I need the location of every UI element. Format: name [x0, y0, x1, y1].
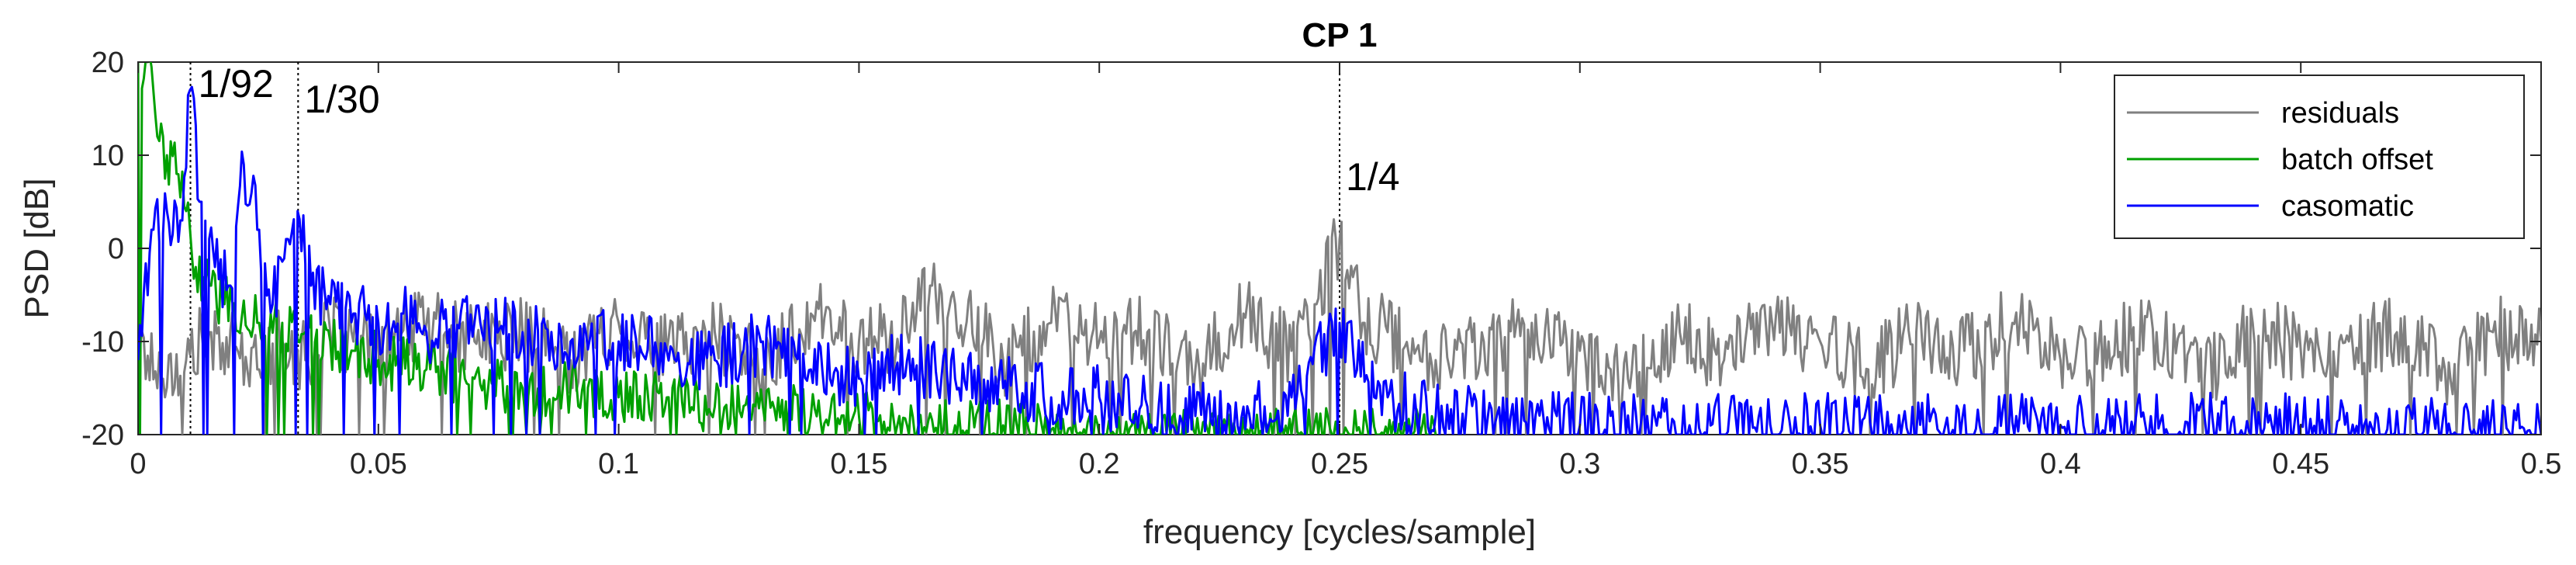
x-tick-label: 0.1 — [598, 448, 639, 480]
series-line-casomatic — [138, 85, 2541, 435]
legend-label-batch-offset: batch offset — [2281, 144, 2433, 176]
x-tick-label: 0.45 — [2272, 448, 2329, 480]
y-tick-label: 0 — [108, 233, 124, 265]
legend-label-casomatic: casomatic — [2281, 190, 2414, 223]
annotation-label-2: 1/4 — [1346, 155, 1400, 199]
annotation-label-0: 1/92 — [199, 62, 274, 106]
x-tick-label: 0 — [130, 448, 146, 480]
y-axis-label: PSD [dB] — [18, 179, 56, 319]
x-tick-label: 0.3 — [1559, 448, 1600, 480]
chart-title: CP 1 — [1302, 16, 1377, 54]
x-tick-label: 0.05 — [350, 448, 407, 480]
x-tick-label: 0.25 — [1311, 448, 1368, 480]
y-tick-label: 20 — [92, 47, 124, 79]
annotation-label-1: 1/30 — [304, 78, 379, 121]
legend: residuals batch offset casomatic — [2114, 75, 2525, 239]
x-tick-label: 0.35 — [1792, 448, 1849, 480]
legend-label-residuals: residuals — [2281, 97, 2399, 130]
y-tick-label: -10 — [81, 326, 124, 359]
legend-box — [2114, 75, 2525, 239]
x-tick-label: 0.5 — [2521, 448, 2562, 480]
y-tick-label: 10 — [92, 140, 124, 172]
y-tick-label: -20 — [81, 419, 124, 452]
x-tick-label: 0.2 — [1079, 448, 1120, 480]
x-tick-label: 0.4 — [2040, 448, 2081, 480]
x-axis-label: frequency [cycles/sample] — [1143, 513, 1536, 551]
x-tick-label: 0.15 — [830, 448, 887, 480]
